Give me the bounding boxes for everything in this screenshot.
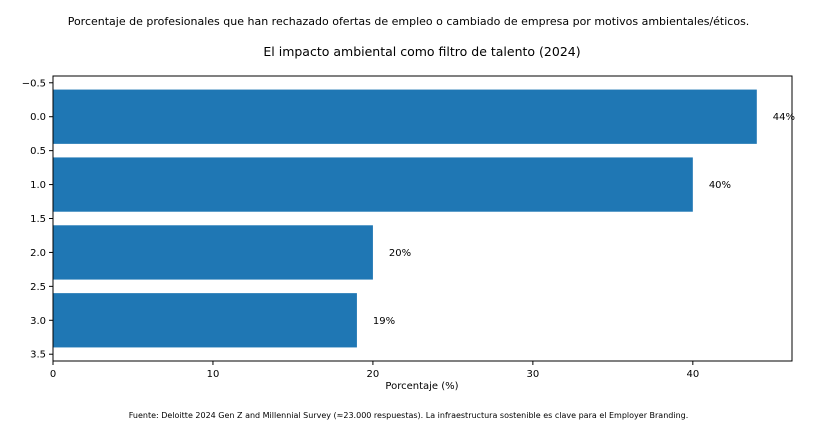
y-tick-label: −0.5 <box>22 78 46 89</box>
bar <box>53 89 757 144</box>
bar <box>53 293 357 348</box>
y-tick-label: 0.5 <box>30 146 46 157</box>
y-tick-label: 3.5 <box>30 350 46 361</box>
figure-subtitle: Porcentaje de profesionales que han rech… <box>67 15 750 28</box>
y-tick-label: 1.0 <box>30 180 46 191</box>
bar <box>53 157 693 212</box>
source-footnote: Fuente: Deloitte 2024 Gen Z and Millenni… <box>128 411 689 420</box>
y-tick-label: 3.0 <box>30 316 46 327</box>
x-tick-label: 30 <box>527 369 540 380</box>
plot-frame <box>52 75 793 362</box>
bar <box>53 225 373 280</box>
bar-value-label: 19% <box>373 316 395 327</box>
x-axis-label: Porcentaje (%) <box>385 381 458 392</box>
x-tick-label: 40 <box>686 369 699 380</box>
y-tick-label: 2.0 <box>30 248 46 259</box>
bar-value-label: 40% <box>709 180 731 191</box>
chart-title: El impacto ambiental como filtro de tale… <box>263 44 580 59</box>
bar-value-label: 44% <box>773 112 795 123</box>
y-tick-label: 1.5 <box>30 214 46 225</box>
x-tick-label: 10 <box>207 369 220 380</box>
y-tick-label: 0.0 <box>30 112 46 123</box>
bar-value-label: 20% <box>389 248 411 259</box>
x-tick-label: 20 <box>367 369 380 380</box>
x-tick-label: 0 <box>50 369 56 380</box>
y-tick-label: 2.5 <box>30 282 46 293</box>
